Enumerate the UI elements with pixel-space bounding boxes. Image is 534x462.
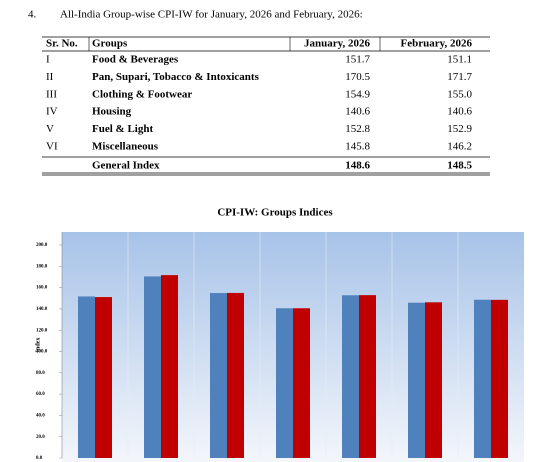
table-cell: Fuel & Light — [92, 123, 153, 135]
table-cell: I — [46, 54, 50, 66]
column-header: February, 2026 — [401, 38, 473, 50]
y-tick-label: 40.0 — [36, 414, 45, 419]
y-tick-label: 80.0 — [36, 371, 45, 376]
table-cell: 151.1 — [447, 54, 472, 66]
y-tick-label: 60.0 — [36, 392, 45, 397]
y-tick-label: 180.0 — [36, 264, 48, 269]
table-cell: 170.5 — [345, 71, 370, 83]
y-tick-label: 200.0 — [36, 243, 48, 248]
bar — [227, 292, 244, 458]
table-cell: Miscellaneous — [92, 141, 159, 153]
table-cell: III — [46, 88, 57, 100]
total-cell: General Index — [92, 160, 160, 172]
bar — [210, 293, 227, 458]
table: Sr. No. Groups January, 2026 February, 2026… — [42, 36, 490, 176]
table-cell: 154.9 — [345, 88, 370, 100]
table-cell: 155.0 — [447, 88, 472, 100]
table-cell: V — [46, 123, 54, 135]
y-tick-label: 100.0 — [36, 350, 48, 355]
table-cell: 151.7 — [345, 54, 370, 66]
table-cell: VI — [46, 141, 58, 153]
table-cell: 152.8 — [345, 123, 370, 135]
table-cell: II — [46, 71, 54, 83]
bar — [95, 297, 112, 458]
bar — [491, 299, 508, 458]
bar — [161, 275, 178, 458]
table-cell: 171.7 — [447, 71, 472, 83]
table-cell: Food & Beverages — [92, 54, 179, 66]
table-cell: IV — [46, 106, 58, 118]
y-tick-label: 0.0 — [36, 456, 43, 461]
bar — [359, 295, 376, 458]
table-cell: Clothing & Footwear — [92, 88, 192, 100]
heading-text: All-India Group-wise CPI-IW for January,… — [60, 9, 363, 21]
table-cell: 146.2 — [447, 141, 472, 153]
bar — [474, 299, 491, 458]
table-cell: Housing — [92, 106, 132, 118]
y-axis-label: Index — [35, 338, 41, 353]
table-cell: 145.8 — [345, 141, 370, 153]
total-cell: 148.6 — [345, 160, 370, 172]
heading-number: 4. — [28, 9, 37, 21]
chart: 0.0 20.0 40.0 60.0 80.0 100.0 120.0 140.0 160.0 1… — [36, 232, 508, 461]
bar — [293, 308, 310, 458]
table-cell: 140.6 — [447, 106, 472, 118]
y-tick-label: 120.0 — [36, 328, 48, 333]
total-cell: 148.5 — [447, 160, 472, 172]
bar — [408, 302, 425, 458]
table-cell: Pan, Supari, Tobacco & Intoxicants — [92, 71, 260, 83]
y-tick-label: 140.0 — [36, 307, 48, 312]
bar — [144, 276, 161, 458]
bar — [78, 296, 95, 458]
bar — [425, 302, 442, 458]
column-header: Sr. No. — [46, 38, 78, 50]
table-cell: 140.6 — [345, 106, 370, 118]
bar — [276, 308, 293, 458]
table-cell: 152.9 — [447, 123, 472, 135]
chart-title: CPI-IW: Groups Indices — [217, 207, 333, 219]
column-header: Groups — [92, 38, 128, 50]
y-tick-label: 20.0 — [36, 435, 45, 440]
bar — [342, 295, 359, 458]
column-header: January, 2026 — [304, 38, 371, 50]
y-tick-label: 160.0 — [36, 286, 48, 291]
